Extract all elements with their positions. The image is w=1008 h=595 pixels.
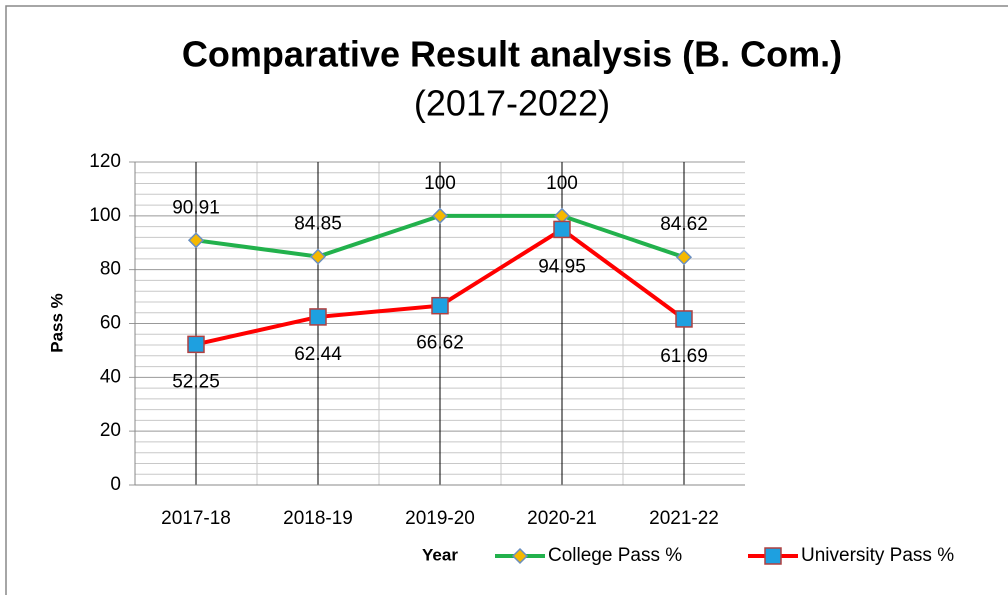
data-label: 62.44 xyxy=(294,344,342,365)
y-tick-label: 80 xyxy=(100,259,121,280)
data-label: 66.62 xyxy=(416,333,464,354)
point-marker xyxy=(187,232,205,249)
data-label: 61.69 xyxy=(660,346,708,367)
y-tick-label: 60 xyxy=(100,313,121,334)
data-label: 90.91 xyxy=(172,197,220,218)
point-marker xyxy=(309,308,327,326)
data-label: 94.95 xyxy=(538,256,586,277)
point-marker xyxy=(187,335,205,354)
legend-label: College Pass % xyxy=(548,545,682,566)
x-tick-label: 2018-19 xyxy=(283,508,353,529)
data-label: 84.85 xyxy=(294,214,342,235)
chart-subtitle: (2017-2022) xyxy=(414,83,610,124)
point-marker xyxy=(675,249,693,266)
data-label: 100 xyxy=(424,173,456,194)
legend-marker xyxy=(511,547,529,565)
point-marker xyxy=(431,296,449,315)
x-tick-label: 2020-21 xyxy=(527,508,597,529)
x-axis-label: Year xyxy=(422,545,458,564)
data-label: 84.62 xyxy=(660,214,708,235)
x-tick-label: 2019-20 xyxy=(405,508,475,529)
y-axis-label: Pass % xyxy=(47,293,66,353)
legend-label: University Pass % xyxy=(801,545,954,566)
data-label: 52.25 xyxy=(172,371,220,392)
point-marker xyxy=(431,207,449,224)
point-marker xyxy=(553,220,571,239)
x-tick-label: 2017-18 xyxy=(161,508,231,529)
y-tick-label: 0 xyxy=(110,474,121,495)
x-tick-label: 2021-22 xyxy=(649,508,719,529)
chart-title: Comparative Result analysis (B. Com.) xyxy=(182,34,842,75)
y-tick-label: 20 xyxy=(100,420,121,441)
legend-marker xyxy=(764,547,782,565)
point-marker xyxy=(309,248,327,265)
y-tick-label: 100 xyxy=(89,205,121,226)
point-marker xyxy=(675,310,693,328)
data-label: 100 xyxy=(546,173,578,194)
y-tick-label: 40 xyxy=(100,366,121,387)
chart-border xyxy=(5,5,1008,595)
y-tick-label: 120 xyxy=(89,151,121,172)
